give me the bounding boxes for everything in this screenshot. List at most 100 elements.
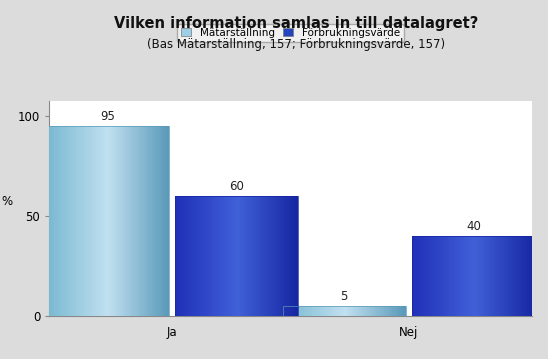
Bar [277,196,278,316]
Bar [287,306,289,316]
Bar [504,236,506,316]
Bar [63,126,65,316]
Bar [58,126,60,316]
Bar [258,196,260,316]
Bar [532,236,533,316]
Bar [441,236,443,316]
Bar [73,126,75,316]
Bar [81,126,83,316]
Bar [414,236,415,316]
Bar [289,306,290,316]
Bar [192,196,194,316]
Bar [323,306,324,316]
Bar [157,126,158,316]
Bar [333,306,335,316]
Bar [149,126,150,316]
Bar [439,236,441,316]
Bar [153,126,155,316]
Bar [389,306,390,316]
Bar [264,196,266,316]
Bar [200,196,202,316]
Bar [286,196,287,316]
Bar [375,306,376,316]
Bar [463,236,464,316]
Bar [456,236,458,316]
Bar [208,196,209,316]
Bar [324,306,326,316]
Bar [495,236,496,316]
Bar [501,236,503,316]
Bar [461,236,463,316]
Bar [366,306,367,316]
Bar [426,236,427,316]
Bar [86,126,88,316]
Bar [80,126,81,316]
Bar [290,196,292,316]
Bar [84,126,86,316]
Bar [161,126,163,316]
Text: (Bas Mätarställning, 157; Förbrukningsvärde, 157): (Bas Mätarställning, 157; Förbrukningsvä… [147,38,445,51]
Bar [313,306,315,316]
Bar [89,126,90,316]
Bar [452,236,454,316]
Bar [438,236,439,316]
Bar [136,126,138,316]
Bar [231,196,232,316]
Bar [384,306,386,316]
Bar [415,236,416,316]
Bar [466,236,467,316]
Text: 95: 95 [100,111,115,123]
Bar [318,306,319,316]
Bar [364,306,366,316]
Bar [61,126,63,316]
Bar [432,236,433,316]
Bar [295,196,296,316]
Bar [48,126,49,316]
Text: Vilken information samlas in till datalagret?: Vilken information samlas in till datala… [114,16,478,31]
Bar [256,196,258,316]
Bar [294,306,295,316]
Bar [373,306,375,316]
Bar [512,236,513,316]
Bar [350,306,352,316]
Bar [189,196,191,316]
Bar [243,196,244,316]
Bar [326,306,327,316]
Bar [446,236,447,316]
Bar [115,126,117,316]
Bar [521,236,523,316]
Bar [507,236,509,316]
Bar [527,236,529,316]
Bar [404,306,406,316]
Bar [279,196,281,316]
Bar [483,236,484,316]
Bar [421,236,423,316]
Bar [246,196,248,316]
Bar [212,196,214,316]
Bar [237,196,238,316]
Bar [90,126,92,316]
Bar [420,236,421,316]
Bar [107,126,109,316]
Bar [135,126,136,316]
Bar [278,196,279,316]
Bar [220,196,221,316]
Bar [255,196,256,316]
Bar [518,236,520,316]
Bar [433,236,435,316]
Bar [412,236,535,316]
Bar [386,306,387,316]
Bar [72,126,73,316]
Bar [437,236,438,316]
Bar [67,126,69,316]
Bar [300,306,301,316]
Bar [57,126,58,316]
Y-axis label: %: % [1,195,13,208]
Bar [181,196,183,316]
Bar [444,236,446,316]
Bar [296,196,298,316]
Bar [238,196,240,316]
Bar [454,236,455,316]
Bar [327,306,329,316]
Bar [254,196,255,316]
